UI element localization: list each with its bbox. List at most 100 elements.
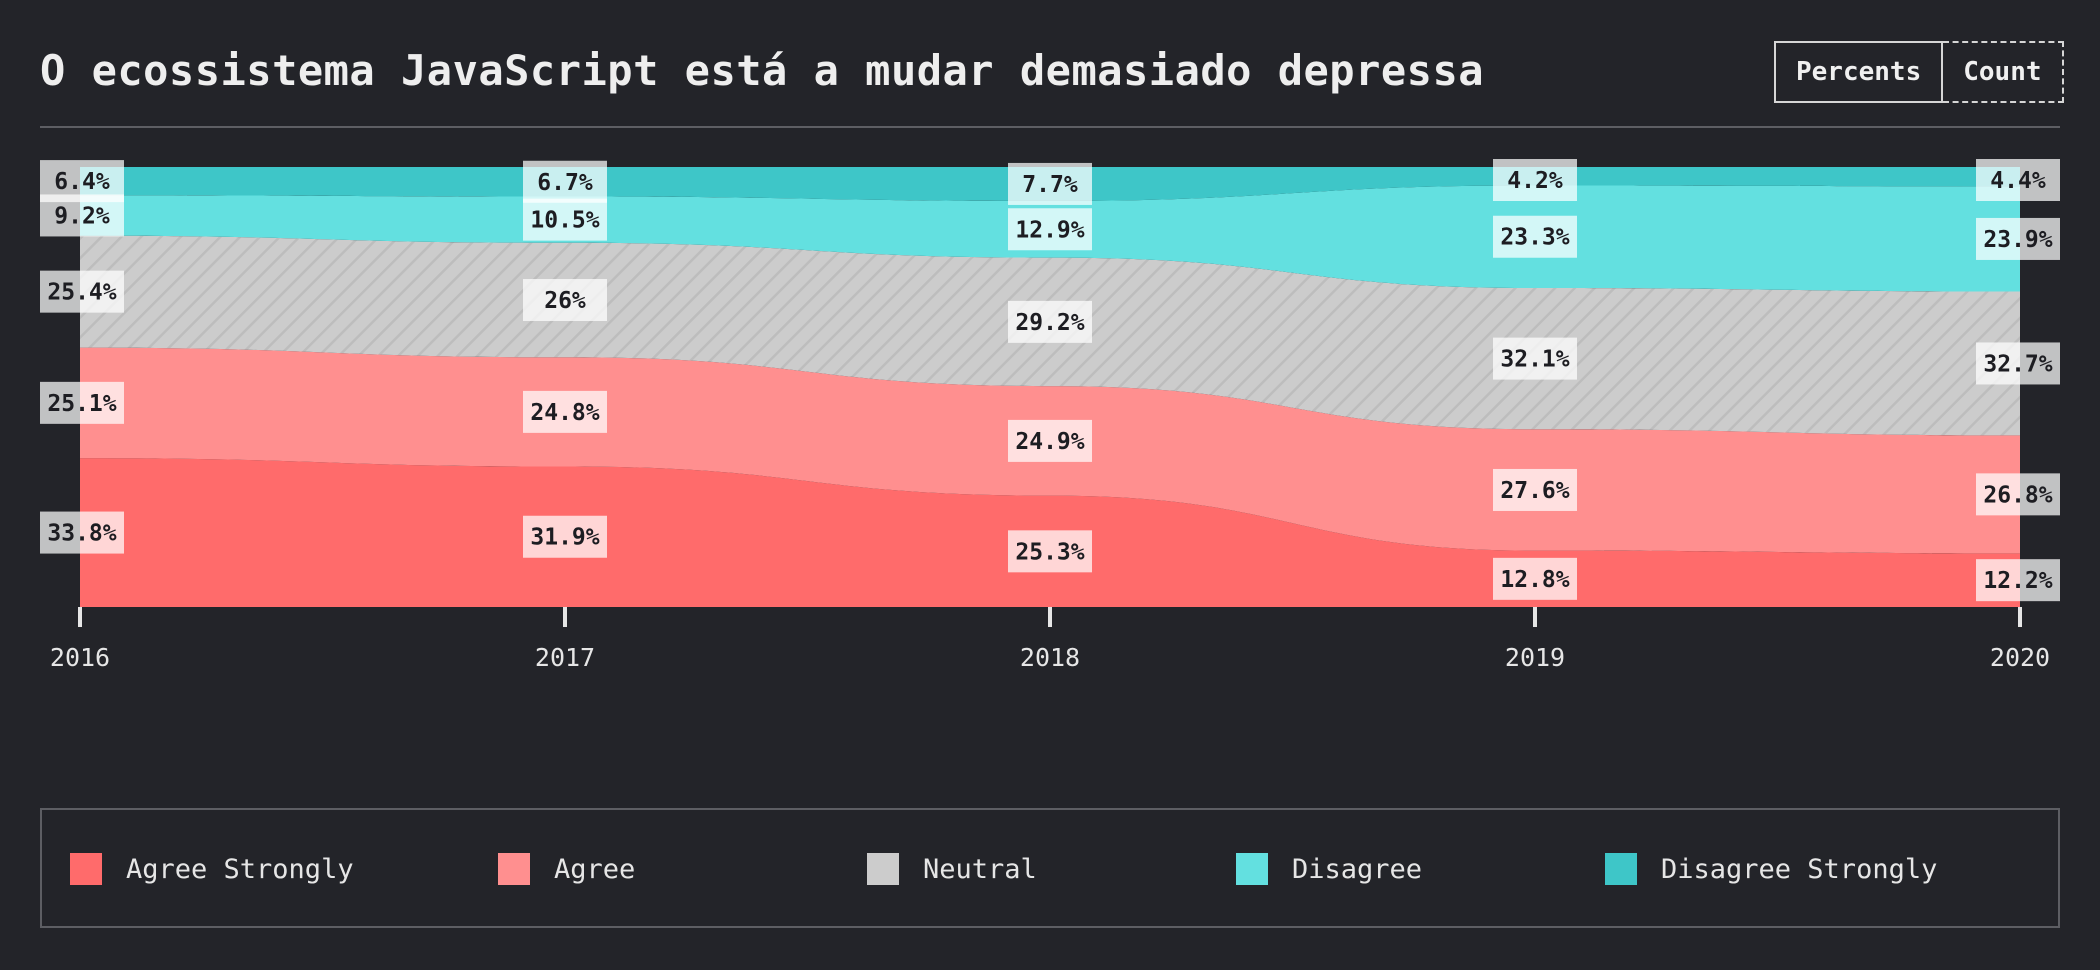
data-label-text: 29.2% — [1015, 310, 1084, 336]
data-label: 25.4% — [40, 270, 124, 313]
data-label-box — [40, 381, 124, 424]
data-label: 12.2% — [1976, 559, 2060, 602]
data-label: 29.2% — [1008, 300, 1092, 343]
x-tick-label: 2020 — [1990, 643, 2050, 672]
data-label-box — [1493, 337, 1577, 380]
data-label-box — [1976, 342, 2060, 385]
legend-label: Disagree Strongly — [1661, 853, 1938, 885]
data-label-text: 6.7% — [537, 170, 593, 196]
data-label-text: 10.5% — [530, 208, 599, 234]
data-label: 26.8% — [1976, 473, 2060, 516]
legend-item-disagree[interactable]: Disagree — [1236, 852, 1422, 886]
data-label: 24.8% — [523, 390, 607, 433]
data-label: 23.3% — [1493, 215, 1577, 258]
legend: Agree Strongly Agree Neutral Disagree Di… — [40, 808, 2060, 928]
x-tick-label: 2018 — [1020, 643, 1080, 672]
legend-label: Agree — [554, 853, 636, 885]
data-label-text: 7.7% — [1022, 172, 1078, 198]
data-label-text: 26.8% — [1983, 482, 2052, 508]
data-label-text: 25.4% — [47, 280, 116, 306]
data-label-box — [1493, 215, 1577, 258]
legend-label: Neutral — [923, 853, 1037, 885]
data-label: 6.7% — [523, 160, 607, 203]
data-label-box — [1008, 162, 1092, 205]
data-label-text: 26% — [544, 288, 586, 314]
percents-button[interactable]: Percents — [1774, 41, 1944, 103]
data-label: 32.1% — [1493, 337, 1577, 380]
data-label: 10.5% — [523, 198, 607, 241]
legend-swatch — [867, 853, 899, 885]
data-label: 12.9% — [1008, 208, 1092, 251]
data-label-box — [1976, 559, 2060, 602]
data-label-box — [1976, 159, 2060, 201]
data-label-text: 23.3% — [1500, 225, 1569, 251]
data-label-text: 33.8% — [47, 521, 116, 547]
data-label: 32.7% — [1976, 342, 2060, 385]
legend-swatch — [1236, 853, 1268, 885]
units-toggle: Percents Count — [1774, 41, 2064, 103]
legend-label: Disagree — [1292, 853, 1423, 885]
data-label-text: 25.3% — [1015, 539, 1084, 565]
data-label-box — [523, 160, 607, 203]
data-label-box — [1976, 217, 2060, 260]
data-label: 6.4% — [40, 160, 124, 203]
data-label: 4.2% — [1493, 159, 1577, 201]
data-label: 25.3% — [1008, 530, 1092, 573]
data-label-text: 23.9% — [1983, 227, 2052, 253]
data-label: 31.9% — [523, 515, 607, 558]
legend-label: Agree Strongly — [126, 853, 354, 885]
data-label-text: 4.2% — [1507, 168, 1563, 194]
data-label: 4.4% — [1976, 159, 2060, 201]
data-label-box — [40, 160, 124, 203]
legend-item-disagree-strongly[interactable]: Disagree Strongly — [1605, 852, 1937, 886]
x-tick-label: 2019 — [1505, 643, 1565, 672]
data-label-text: 12.8% — [1500, 567, 1569, 593]
data-label: 33.8% — [40, 511, 124, 554]
data-label-box — [1008, 419, 1092, 462]
data-label-box — [523, 279, 607, 322]
data-label-text: 24.9% — [1015, 429, 1084, 455]
data-label-text: 27.6% — [1500, 478, 1569, 504]
data-label: 26% — [523, 279, 607, 322]
data-label-text: 32.7% — [1983, 351, 2052, 377]
data-label-box — [523, 515, 607, 558]
data-label-text: 31.9% — [530, 525, 599, 551]
legend-swatch — [1605, 853, 1637, 885]
data-label: 12.8% — [1493, 557, 1577, 600]
x-tick-label: 2016 — [50, 643, 110, 672]
data-label-box — [1493, 557, 1577, 600]
data-label-box — [40, 270, 124, 313]
data-label-text: 4.4% — [1990, 168, 2046, 194]
data-label-text: 6.4% — [54, 169, 110, 195]
data-label: 24.9% — [1008, 419, 1092, 462]
chart-title: O ecossistema JavaScript está a mudar de… — [40, 46, 1485, 95]
legend-item-agree-strongly[interactable]: Agree Strongly — [70, 852, 354, 886]
data-label-text: 25.1% — [47, 391, 116, 417]
data-label-text: 12.9% — [1015, 217, 1084, 243]
data-label-box — [523, 198, 607, 241]
data-label-box — [523, 390, 607, 433]
stacked-area-chart: 2016 2017 2018 2019 2020 33.8% 25.1% 25.4% 9.2%… — [40, 159, 2060, 672]
data-label-box — [1976, 473, 2060, 516]
data-label: 7.7% — [1008, 162, 1092, 205]
x-tick-label: 2017 — [535, 643, 595, 672]
legend-item-neutral[interactable]: Neutral — [867, 852, 1037, 886]
data-label-box — [1493, 468, 1577, 511]
header-divider — [40, 126, 2060, 128]
data-label-text: 12.2% — [1983, 568, 2052, 594]
data-label-box — [1008, 208, 1092, 251]
data-label: 25.1% — [40, 381, 124, 424]
data-label-text: 9.2% — [54, 203, 110, 229]
data-label: 27.6% — [1493, 468, 1577, 511]
count-button[interactable]: Count — [1943, 41, 2064, 103]
data-label-text: 32.1% — [1500, 347, 1569, 373]
data-label-box — [40, 511, 124, 554]
data-label: 23.9% — [1976, 217, 2060, 260]
data-label-text: 24.8% — [530, 400, 599, 426]
data-label-box — [1008, 300, 1092, 343]
legend-item-agree[interactable]: Agree — [498, 852, 635, 886]
legend-swatch — [498, 853, 530, 885]
data-label-box — [1493, 159, 1577, 201]
data-label-box — [1008, 530, 1092, 573]
legend-swatch — [70, 853, 102, 885]
